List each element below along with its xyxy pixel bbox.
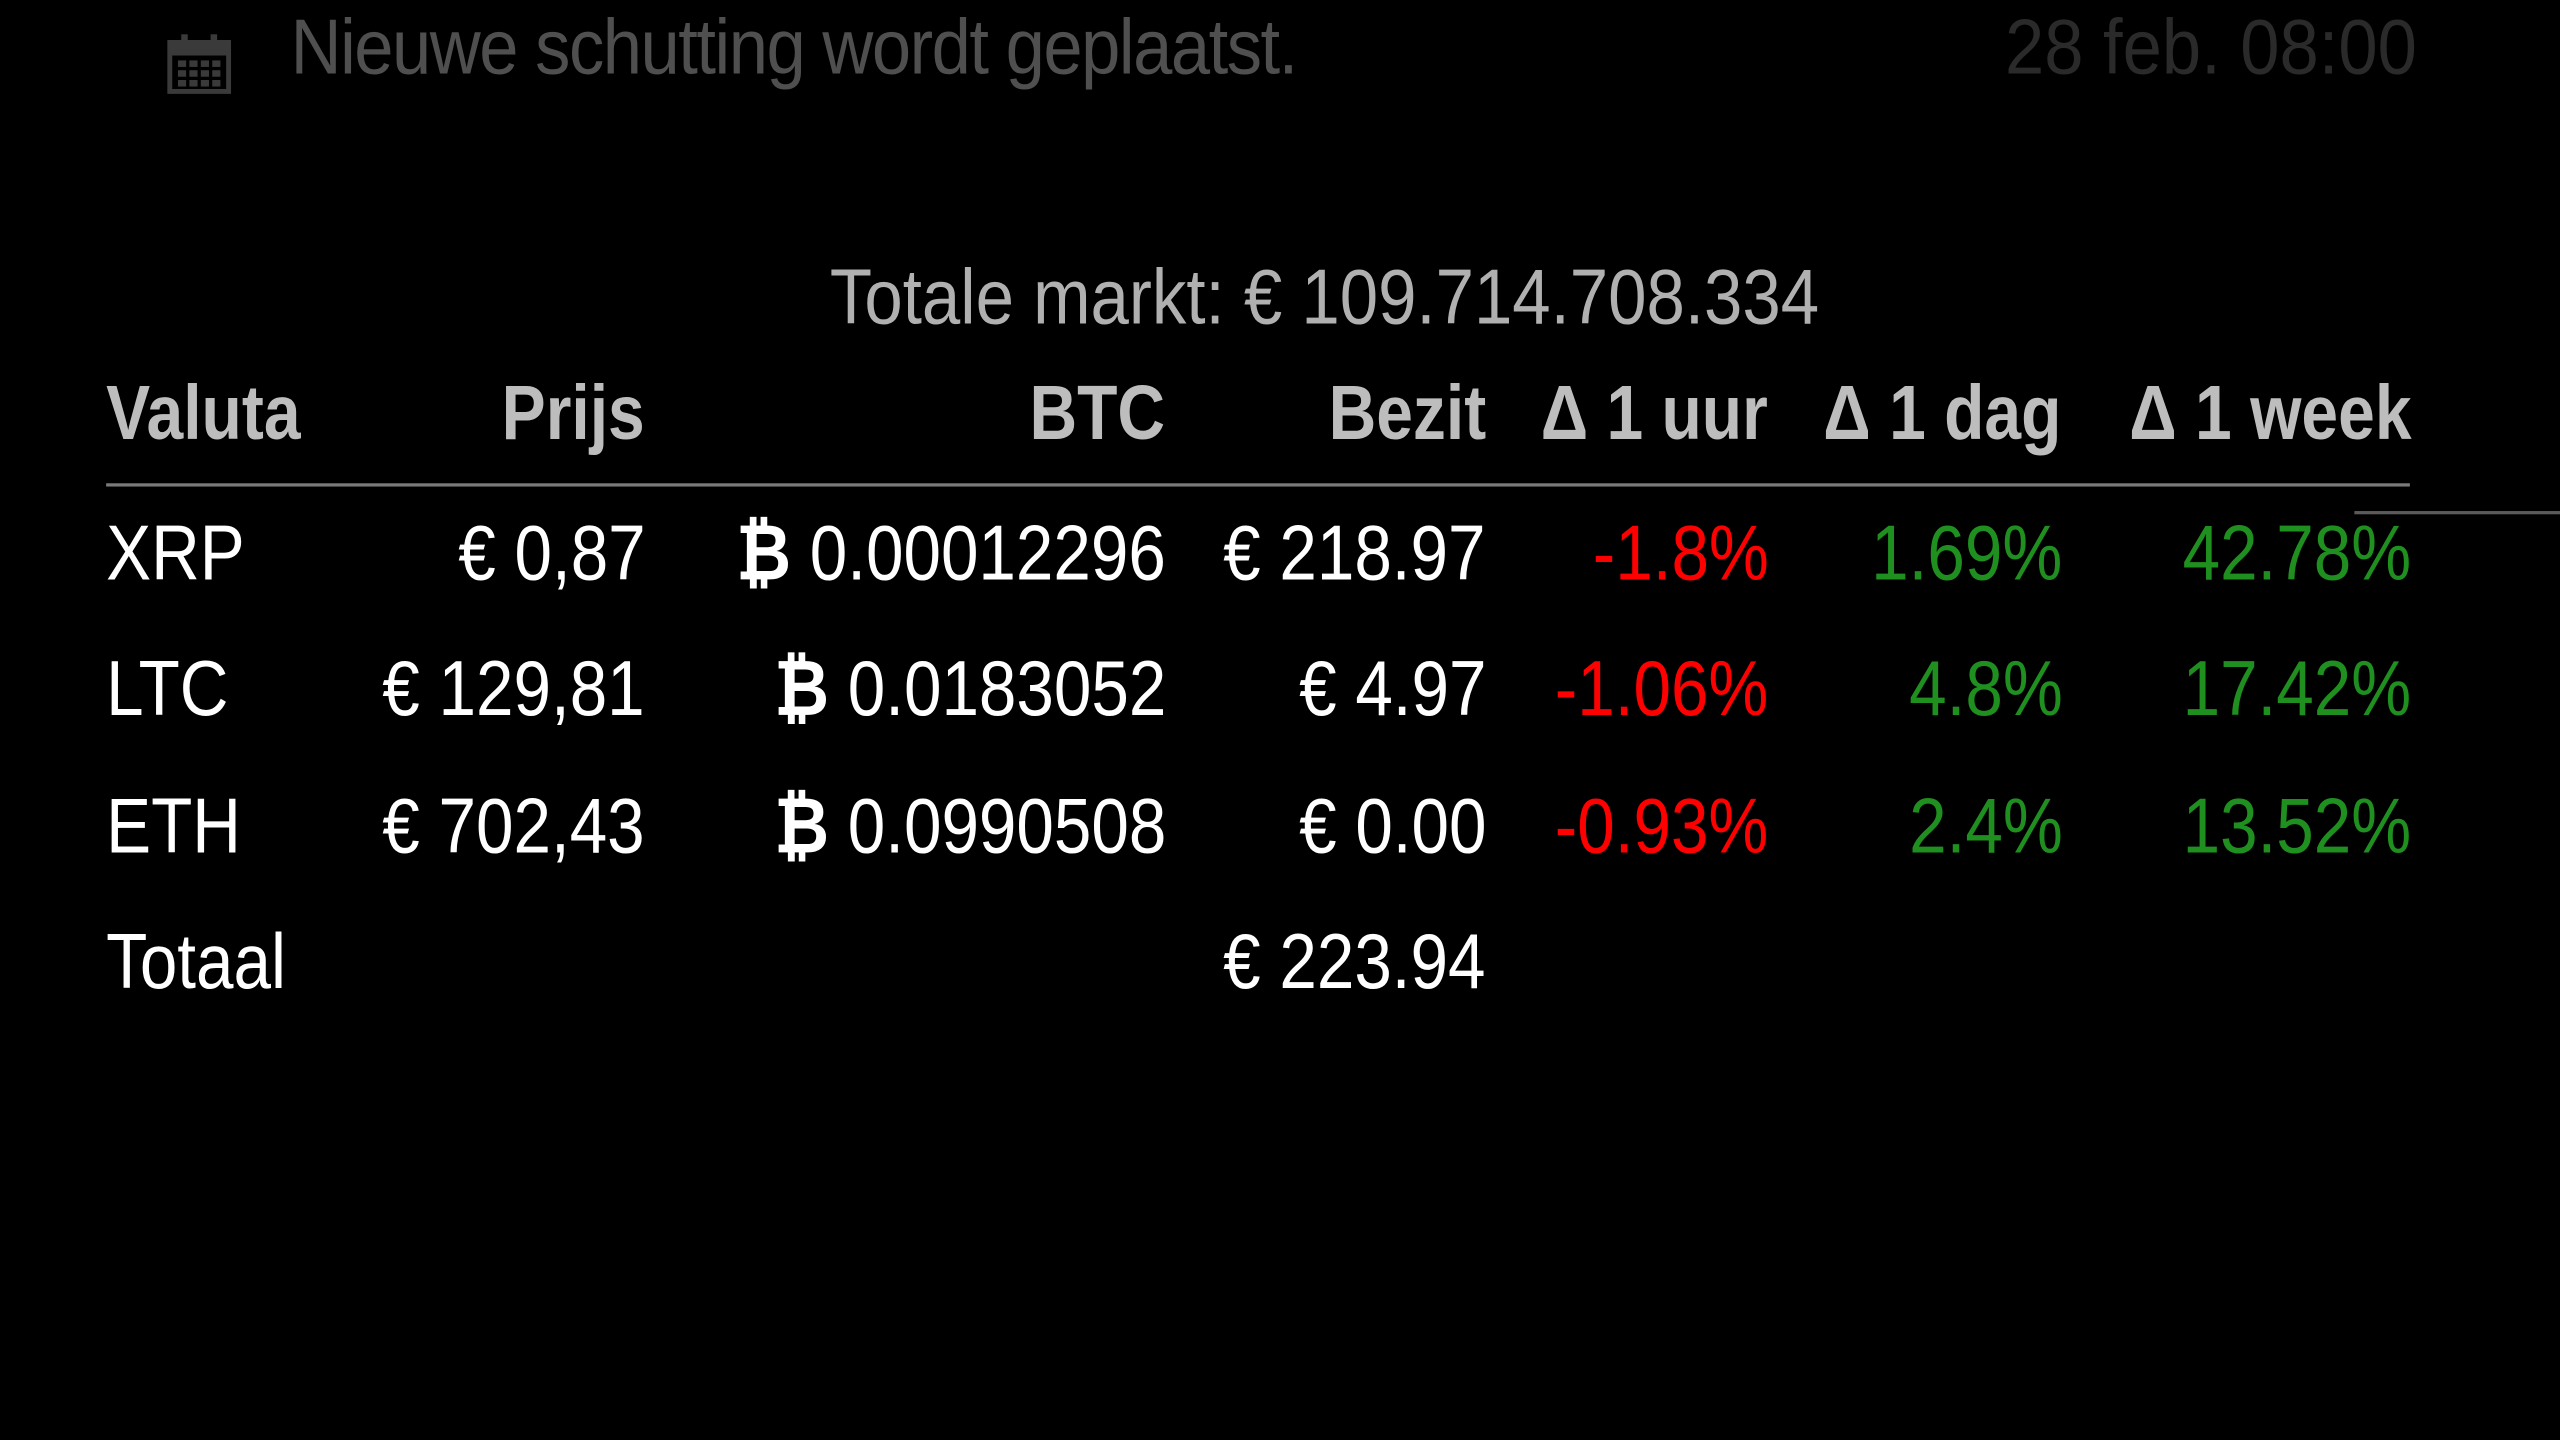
calendar-event: Nieuwe schutting wordt geplaatst. 28 feb… xyxy=(163,0,2416,114)
calendar-icon xyxy=(167,34,232,94)
cell-delta-week: 13.52% xyxy=(2182,783,2412,871)
total-market-label: Totale markt: € 109.714.708.334 xyxy=(830,254,1820,342)
cell-prijs: € 0,87 xyxy=(457,511,645,598)
divider-line xyxy=(2354,511,2560,515)
bitcoin-icon: ₿ xyxy=(773,783,829,871)
header-bezit: Bezit xyxy=(1328,368,1486,456)
table-header: Valuta Prijs BTC Bezit Δ 1 uur Δ 1 dag Δ… xyxy=(106,362,2411,476)
header-prijs: Prijs xyxy=(501,368,645,456)
cell-valuta: LTC xyxy=(106,646,229,734)
table-total-row: Totaal € 223.94 xyxy=(106,913,2411,1027)
cell-delta-day: 1.69% xyxy=(1870,511,2063,598)
header-valuta: Valuta xyxy=(106,368,301,456)
cell-btc: ₿ 0.0183052 xyxy=(773,646,1166,734)
event-title: Nieuwe schutting wordt geplaatst. xyxy=(290,4,1299,92)
header-delta-day: Δ 1 dag xyxy=(1823,368,2063,456)
cell-delta-hour: -1.8% xyxy=(1592,511,1769,598)
total-market: Totale markt: € 109.714.708.334 xyxy=(0,253,2560,344)
header-btc: BTC xyxy=(1030,368,1166,456)
bitcoin-icon: ₿ xyxy=(735,511,791,598)
total-bezit: € 223.94 xyxy=(1223,919,1486,1006)
cell-bezit: € 0.00 xyxy=(1298,783,1486,871)
cell-btc: ₿ 0.00012296 xyxy=(735,511,1166,598)
cell-valuta: XRP xyxy=(106,511,245,598)
cell-bezit: € 4.97 xyxy=(1298,646,1486,734)
header-divider xyxy=(106,483,2410,487)
cell-valuta: ETH xyxy=(106,783,241,871)
total-label: Totaal xyxy=(106,919,286,1006)
cell-delta-day: 2.4% xyxy=(1908,783,2063,871)
table-row: ETH € 702,43 ₿ 0.0990508 € 0.00 -0.93% 2… xyxy=(106,777,2411,891)
bitcoin-icon: ₿ xyxy=(773,646,829,734)
cell-delta-hour: -1.06% xyxy=(1554,646,1769,734)
cell-delta-day: 4.8% xyxy=(1908,646,2063,734)
cell-delta-week: 42.78% xyxy=(2182,511,2412,598)
table-row: LTC € 129,81 ₿ 0.0183052 € 4.97 -1.06% 4… xyxy=(106,640,2411,754)
cell-prijs: € 702,43 xyxy=(382,783,645,871)
table-row: XRP € 0,87 ₿ 0.00012296 € 218.97 -1.8% 1… xyxy=(106,505,2411,619)
cell-bezit: € 218.97 xyxy=(1223,511,1486,598)
cell-delta-week: 17.42% xyxy=(2182,646,2412,734)
cell-prijs: € 129,81 xyxy=(382,646,645,734)
header-delta-hour: Δ 1 uur xyxy=(1541,368,1769,456)
header-delta-week: Δ 1 week xyxy=(2129,368,2412,456)
cell-delta-hour: -0.93% xyxy=(1554,783,1769,871)
event-time: 28 feb. 08:00 xyxy=(2004,4,2417,92)
cell-btc: ₿ 0.0990508 xyxy=(773,783,1166,871)
